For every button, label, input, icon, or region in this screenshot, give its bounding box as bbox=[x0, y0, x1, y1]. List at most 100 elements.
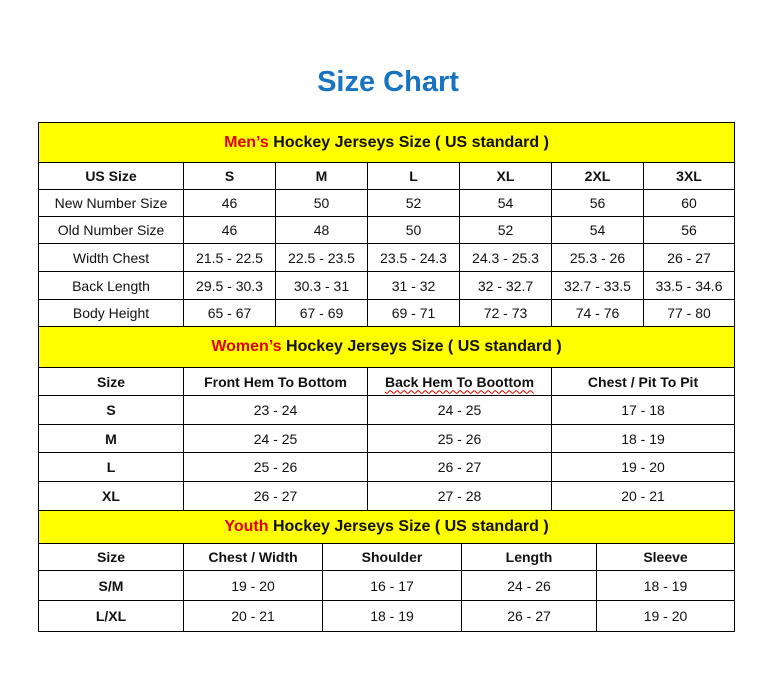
column-header: Sleeve bbox=[595, 543, 736, 571]
column-header: Size bbox=[38, 543, 184, 571]
table-cell: 54 bbox=[551, 216, 644, 244]
table-cell: 24 - 25 bbox=[183, 424, 368, 453]
table-row: XL 26 - 27 27 - 28 20 - 21 bbox=[38, 481, 736, 511]
table-cell: 30.3 - 31 bbox=[275, 271, 368, 300]
table-row: Width Chest 21.5 - 22.5 22.5 - 23.5 23.5 - … bbox=[38, 243, 736, 272]
column-header: US Size bbox=[38, 162, 184, 190]
men-heading-row: Men’s Hockey Jerseys Size ( US standard … bbox=[37, 122, 736, 163]
row-label: Old Number Size bbox=[38, 216, 184, 244]
heading-text: Hockey Jerseys Size ( US standard ) bbox=[281, 338, 562, 355]
table-cell: 56 bbox=[642, 216, 736, 244]
heading-highlight: Women’s bbox=[211, 338, 282, 355]
table-row: S/M 19 - 20 16 - 17 24 - 26 18 - 19 bbox=[38, 570, 736, 601]
table-cell: 54 bbox=[459, 189, 552, 217]
table-cell: 25.3 - 26 bbox=[551, 243, 644, 272]
table-cell: 22.5 - 23.5 bbox=[275, 243, 368, 272]
column-header-text: Chest / Pit To Pit bbox=[587, 373, 699, 390]
table-row: Body Height 65 - 67 67 - 69 69 - 71 72 - 73 7… bbox=[38, 299, 736, 327]
table-cell: 17 - 18 bbox=[550, 395, 736, 425]
row-label: Back Length bbox=[38, 271, 184, 300]
table-cell: 19 - 20 bbox=[183, 570, 323, 601]
column-header-text: Shoulder bbox=[361, 549, 423, 565]
table-row: S 23 - 24 24 - 25 17 - 18 bbox=[38, 395, 736, 425]
column-header: L bbox=[367, 162, 460, 190]
column-header: Shoulder bbox=[322, 543, 462, 571]
table-cell: 32 - 32.7 bbox=[459, 271, 552, 300]
heading-text: Hockey Jerseys Size ( US standard ) bbox=[268, 518, 549, 535]
page-title: Size Chart bbox=[317, 66, 459, 98]
column-header: Front Hem To Bottom bbox=[183, 367, 368, 396]
column-header-text: Size bbox=[96, 373, 125, 390]
youth-column-headers: Size Chest / Width Shoulder Length Sleeve bbox=[38, 543, 736, 571]
column-header-text: 2XL bbox=[584, 168, 611, 184]
column-header: Size bbox=[38, 367, 184, 396]
column-header-text: 3XL bbox=[676, 168, 702, 184]
women-size-table: Women’s Hockey Jerseys Size ( US standar… bbox=[37, 326, 736, 511]
women-heading-row: Women’s Hockey Jerseys Size ( US standar… bbox=[37, 326, 736, 368]
row-label: L/XL bbox=[38, 600, 184, 632]
table-cell: 77 - 80 bbox=[642, 299, 736, 327]
men-section-heading: Men’s Hockey Jerseys Size ( US standard … bbox=[37, 122, 736, 163]
row-label: M bbox=[38, 424, 184, 453]
table-cell: 29.5 - 30.3 bbox=[183, 271, 276, 300]
table-cell: 52 bbox=[459, 216, 552, 244]
women-table: Women’s Hockey Jerseys Size ( US standar… bbox=[37, 326, 736, 511]
table-row: M 24 - 25 25 - 26 18 - 19 bbox=[38, 424, 736, 453]
table-row: L 25 - 26 26 - 27 19 - 20 bbox=[38, 452, 736, 482]
table-cell: 50 bbox=[367, 216, 460, 244]
row-label: Width Chest bbox=[38, 243, 184, 272]
column-header: Chest / Width bbox=[183, 543, 323, 571]
column-header-text: US Size bbox=[85, 168, 137, 184]
column-header: Length bbox=[461, 543, 597, 571]
table-cell: 60 bbox=[642, 189, 736, 217]
column-header: Back Hem To Boottom bbox=[367, 367, 552, 396]
heading-highlight: Men’s bbox=[224, 133, 269, 151]
column-header: S bbox=[183, 162, 276, 190]
column-header-text: Chest / Width bbox=[208, 549, 298, 565]
table-cell: 26 - 27 bbox=[461, 600, 597, 632]
table-cell: 16 - 17 bbox=[322, 570, 462, 601]
column-header-text: Sleeve bbox=[643, 549, 688, 565]
table-cell: 50 bbox=[275, 189, 368, 217]
men-size-table: Men’s Hockey Jerseys Size ( US standard … bbox=[37, 122, 736, 327]
column-header: 3XL bbox=[642, 162, 736, 190]
table-cell: 23 - 24 bbox=[183, 395, 368, 425]
column-header-text: L bbox=[409, 168, 418, 184]
table-cell: 72 - 73 bbox=[459, 299, 552, 327]
table-row: L/XL 20 - 21 18 - 19 26 - 27 19 - 20 bbox=[38, 600, 736, 632]
column-header-text: Size bbox=[96, 549, 125, 565]
table-cell: 24 - 26 bbox=[461, 570, 597, 601]
column-header: M bbox=[275, 162, 368, 190]
table-row: Old Number Size 46 48 50 52 54 56 bbox=[38, 216, 736, 244]
table-cell: 31 - 32 bbox=[367, 271, 460, 300]
table-cell: 69 - 71 bbox=[367, 299, 460, 327]
column-header: 2XL bbox=[551, 162, 644, 190]
youth-section-heading: Youth Hockey Jerseys Size ( US standard … bbox=[37, 510, 736, 544]
heading-text: Hockey Jerseys Size ( US standard ) bbox=[268, 133, 549, 151]
column-header: Chest / Pit To Pit bbox=[550, 367, 736, 396]
youth-heading-row: Youth Hockey Jerseys Size ( US standard … bbox=[37, 510, 736, 544]
column-header-text: Length bbox=[505, 549, 553, 565]
table-cell: 23.5 - 24.3 bbox=[367, 243, 460, 272]
table-cell: 24 - 25 bbox=[367, 395, 552, 425]
table-cell: 24.3 - 25.3 bbox=[459, 243, 552, 272]
table-cell: 25 - 26 bbox=[183, 452, 368, 482]
column-header: XL bbox=[459, 162, 552, 190]
heading-highlight: Youth bbox=[224, 518, 269, 535]
table-cell: 46 bbox=[183, 189, 276, 217]
table-cell: 19 - 20 bbox=[595, 600, 736, 632]
column-header-text: Back Hem To Boottom bbox=[384, 373, 535, 390]
table-cell: 21.5 - 22.5 bbox=[183, 243, 276, 272]
youth-size-table: Youth Hockey Jerseys Size ( US standard … bbox=[37, 510, 736, 632]
table-cell: 26 - 27 bbox=[642, 243, 736, 272]
table-row: Back Length 29.5 - 30.3 30.3 - 31 31 - 32 32… bbox=[38, 271, 736, 300]
column-header-text: XL bbox=[496, 168, 515, 184]
table-cell: 26 - 27 bbox=[367, 452, 552, 482]
table-cell: 18 - 19 bbox=[595, 570, 736, 601]
table-cell: 52 bbox=[367, 189, 460, 217]
table-cell: 33.5 - 34.6 bbox=[642, 271, 736, 300]
table-cell: 26 - 27 bbox=[183, 481, 368, 511]
table-cell: 48 bbox=[275, 216, 368, 244]
column-header-text: S bbox=[224, 168, 235, 184]
men-column-headers: US Size S M L XL 2XL 3XL bbox=[38, 162, 736, 190]
